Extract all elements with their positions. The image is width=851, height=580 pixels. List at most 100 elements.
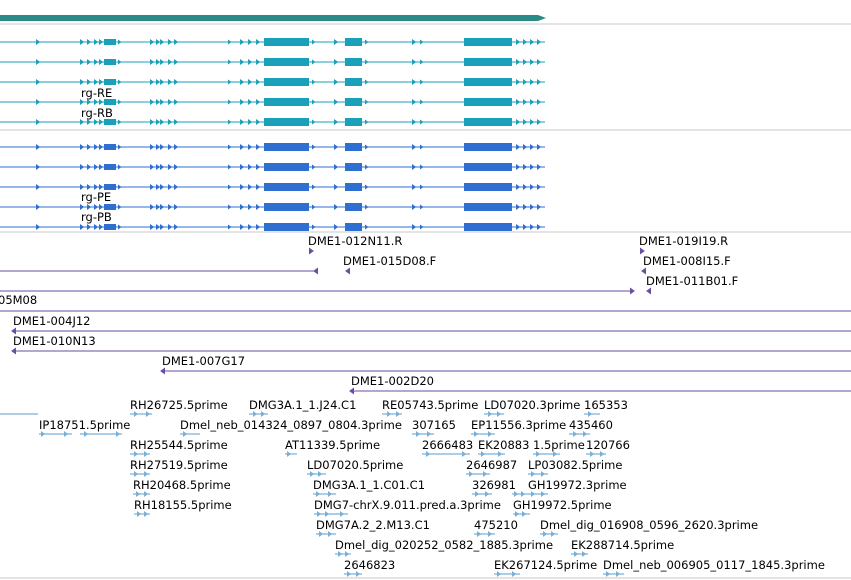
exon-block: [464, 98, 512, 106]
strand-arrow-icon: [574, 551, 579, 557]
strand-arrow-icon: [523, 144, 528, 150]
strand-arrow-icon: [240, 39, 245, 45]
strand-arrow-icon: [530, 39, 535, 45]
strand-arrow-icon: [150, 59, 155, 65]
strand-arrow-icon: [156, 224, 161, 230]
exon-block: [104, 59, 116, 65]
strand-arrow-icon: [256, 39, 261, 45]
strand-arrow-icon: [36, 164, 41, 170]
gene-track[interactable]: [0, 15, 546, 21]
strand-arrow-icon: [144, 451, 149, 457]
strand-arrow-icon: [118, 184, 122, 190]
strand-arrow-icon: [80, 164, 85, 170]
exon-block: [104, 119, 116, 125]
strand-arrow-icon: [150, 224, 155, 230]
strand-arrow-icon: [240, 184, 245, 190]
strand-arrow-icon: [168, 204, 173, 210]
strand-arrow-icon: [356, 571, 361, 577]
strand-arrow-icon: [84, 431, 89, 437]
strand-arrow-icon: [118, 204, 122, 210]
exon-block: [264, 223, 309, 231]
strand-arrow-icon: [160, 224, 165, 230]
transcript-track[interactable]: rg-RE rg-RB: [0, 38, 545, 126]
strand-arrow-icon: [325, 511, 330, 517]
strand-arrow-icon: [412, 79, 417, 85]
strand-arrow-icon: [365, 79, 369, 85]
est-label: RH18155.5prime: [134, 498, 232, 512]
strand-arrow-icon: [256, 204, 261, 210]
strand-arrow-icon: [256, 224, 261, 230]
est-track[interactable]: RH26725.5prime DMG3A.1_1.J24.C1 RE05743.5p…: [0, 398, 825, 577]
exon-block: [104, 99, 116, 105]
strand-arrow-icon: [309, 247, 314, 255]
strand-arrow-icon: [420, 144, 424, 150]
strand-arrow-icon: [420, 99, 424, 105]
strand-arrow-icon: [420, 119, 424, 125]
strand-arrow-icon: [287, 451, 292, 457]
strand-arrow-icon: [515, 511, 520, 517]
strand-arrow-icon: [365, 164, 369, 170]
strand-arrow-icon: [537, 184, 542, 190]
est-label: 2666483: [422, 438, 473, 452]
est-label: AT11339.5prime: [285, 438, 380, 452]
strand-arrow-icon: [228, 79, 232, 85]
transcript-label: rg-RE: [81, 86, 112, 100]
strand-arrow-icon: [240, 204, 245, 210]
strand-arrow-icon: [312, 184, 316, 190]
strand-arrow-icon: [144, 491, 149, 497]
strand-arrow-icon: [606, 571, 611, 577]
strand-arrow-icon: [134, 471, 139, 477]
strand-arrow-icon: [412, 164, 417, 170]
strand-arrow-icon: [516, 119, 521, 125]
strand-arrow-icon: [420, 224, 424, 230]
strand-arrow-icon: [365, 59, 369, 65]
strand-arrow-icon: [116, 431, 121, 437]
exon-block: [345, 183, 362, 191]
strand-arrow-icon: [530, 99, 535, 105]
strand-arrow-icon: [512, 571, 517, 577]
strand-arrow-icon: [537, 79, 542, 85]
strand-arrow-icon: [174, 59, 179, 65]
strand-arrow-icon: [530, 119, 535, 125]
protein-track[interactable]: rg-PE rg-PB: [0, 143, 545, 231]
strand-arrow-icon: [94, 184, 99, 190]
exon-block: [104, 164, 116, 170]
strand-arrow-icon: [87, 79, 92, 85]
strand-arrow-icon: [497, 571, 502, 577]
clone-label: DME1-015D08.F: [343, 254, 436, 268]
strand-arrow-icon: [420, 184, 424, 190]
clone-track[interactable]: DME1-012N11.R DME1-019I19.R DME1-015D08.F D…: [0, 234, 851, 395]
strand-arrow-icon: [412, 144, 417, 150]
strand-arrow-icon: [530, 184, 535, 190]
strand-arrow-icon: [228, 184, 232, 190]
strand-arrow-icon: [87, 164, 92, 170]
exon-block: [104, 224, 116, 230]
est-label: DMG7A.2_2.M13.C1: [316, 518, 430, 532]
strand-arrow-icon: [248, 184, 253, 190]
strand-arrow-icon: [94, 39, 99, 45]
strand-arrow-icon: [160, 144, 165, 150]
exon-block: [345, 38, 362, 46]
transcript-label: rg-RB: [81, 106, 113, 120]
strand-arrow-icon: [551, 531, 556, 537]
strand-arrow-icon: [168, 79, 173, 85]
strand-arrow-icon: [248, 59, 253, 65]
strand-arrow-icon: [156, 184, 161, 190]
strand-arrow-icon: [531, 471, 536, 477]
strand-arrow-icon: [365, 119, 369, 125]
strand-arrow-icon: [99, 99, 104, 105]
strand-arrow-icon: [483, 471, 488, 477]
strand-arrow-icon: [36, 59, 41, 65]
strand-arrow-icon: [412, 204, 417, 210]
est-label: 120766: [586, 438, 630, 452]
strand-arrow-icon: [134, 451, 139, 457]
exon-block: [464, 163, 512, 171]
exon-block: [264, 143, 309, 151]
est-label: 475210: [474, 518, 518, 532]
est-label: Dmel_neb_014324_0897_0804.3prime: [180, 418, 402, 432]
strand-arrow-icon: [248, 144, 253, 150]
strand-arrow-icon: [150, 39, 155, 45]
strand-arrow-icon: [523, 59, 528, 65]
strand-arrow-icon: [516, 99, 521, 105]
strand-arrow-icon: [349, 387, 354, 395]
